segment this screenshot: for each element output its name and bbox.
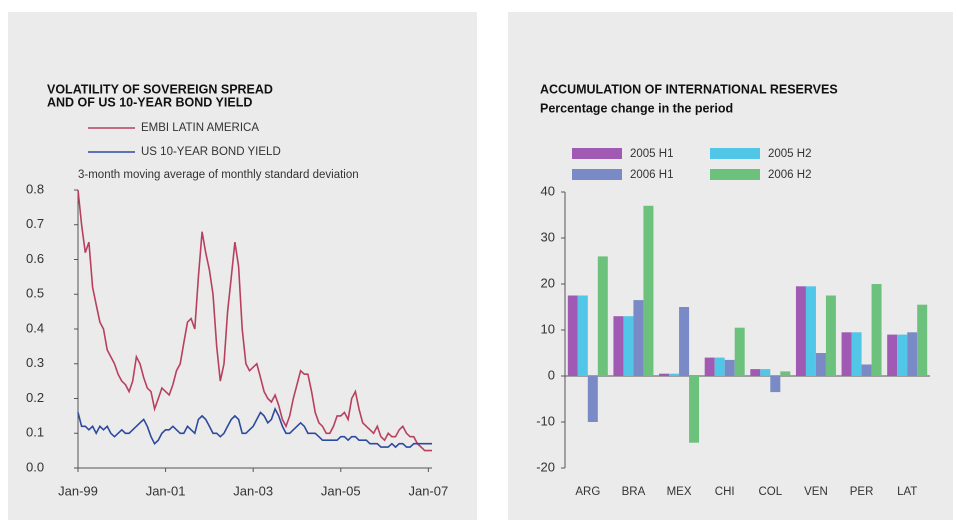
y-tick-label: 40 bbox=[541, 183, 555, 198]
y-tick-label: 0.5 bbox=[26, 286, 44, 301]
bar bbox=[679, 307, 690, 376]
bar bbox=[597, 256, 608, 376]
legend-swatch bbox=[572, 148, 622, 159]
x-tick-label: Jan-01 bbox=[146, 483, 186, 498]
bar bbox=[897, 334, 908, 376]
legend-swatch bbox=[710, 169, 760, 180]
x-tick-label: COL bbox=[758, 486, 782, 498]
x-tick-label: BRA bbox=[622, 486, 646, 498]
bar bbox=[780, 371, 791, 376]
bar bbox=[613, 316, 624, 376]
legend-swatch bbox=[572, 169, 622, 180]
x-tick-label: LAT bbox=[897, 486, 917, 498]
bar bbox=[633, 300, 644, 376]
bar bbox=[815, 353, 826, 376]
bar bbox=[805, 286, 816, 376]
y-tick-label: 10 bbox=[541, 321, 555, 336]
bar bbox=[567, 295, 578, 376]
y-tick-label: -20 bbox=[536, 459, 555, 474]
chart-title: VOLATILITY OF SOVEREIGN SPREAD bbox=[47, 82, 273, 96]
legend-swatch bbox=[710, 148, 760, 159]
bar bbox=[851, 332, 862, 376]
x-tick-label: CHI bbox=[715, 486, 735, 498]
legend-label: 2005 H2 bbox=[768, 148, 811, 160]
bar bbox=[623, 316, 634, 376]
bar bbox=[750, 369, 761, 376]
y-tick-label: 0.7 bbox=[26, 216, 44, 231]
bar bbox=[689, 376, 700, 443]
legend-label: 2006 H1 bbox=[630, 169, 673, 181]
x-tick-label: PER bbox=[850, 486, 874, 498]
x-tick-label: Jan-05 bbox=[321, 483, 361, 498]
bar bbox=[871, 284, 882, 376]
chart-subtitle: Percentage change in the period bbox=[540, 101, 733, 115]
chart-title: ACCUMULATION OF INTERNATIONAL RESERVES bbox=[540, 82, 838, 96]
y-tick-label: 20 bbox=[541, 275, 555, 290]
line-series bbox=[77, 189, 432, 452]
x-tick-label: VEN bbox=[804, 486, 828, 498]
x-tick-label: ARG bbox=[575, 486, 600, 498]
chart-title: AND OF US 10-YEAR BOND YIELD bbox=[47, 95, 252, 109]
bar bbox=[714, 357, 725, 376]
line-series bbox=[77, 406, 432, 449]
y-tick-label: 0.6 bbox=[26, 251, 44, 266]
bar bbox=[907, 332, 918, 376]
y-tick-label: -10 bbox=[536, 413, 555, 428]
x-tick-label: Jan-07 bbox=[408, 483, 448, 498]
y-tick-label: 0.8 bbox=[26, 181, 44, 196]
bar bbox=[795, 286, 806, 376]
y-tick-label: 0.4 bbox=[26, 320, 44, 335]
bar bbox=[669, 373, 680, 376]
panel bbox=[508, 12, 953, 520]
bar bbox=[577, 295, 588, 376]
bar bbox=[734, 327, 745, 376]
bar bbox=[887, 334, 898, 376]
panel bbox=[8, 12, 477, 520]
y-tick-label: 0.2 bbox=[26, 390, 44, 405]
bar bbox=[643, 205, 654, 376]
bar bbox=[760, 369, 771, 376]
bar bbox=[587, 376, 598, 422]
bar bbox=[861, 364, 872, 376]
bar bbox=[825, 295, 836, 376]
bar bbox=[917, 304, 928, 376]
legend-label: US 10-YEAR BOND YIELD bbox=[141, 146, 281, 158]
y-tick-label: 30 bbox=[541, 229, 555, 244]
legend-label: 2006 H2 bbox=[768, 169, 811, 181]
y-tick-label: 0.1 bbox=[26, 425, 44, 440]
y-tick-label: 0 bbox=[548, 367, 555, 382]
legend-label: 2005 H1 bbox=[630, 148, 673, 160]
y-tick-label: 0.0 bbox=[26, 459, 44, 474]
bar bbox=[841, 332, 852, 376]
x-tick-label: MEX bbox=[667, 486, 692, 498]
annotation: 3-month moving average of monthly standa… bbox=[78, 169, 359, 181]
bar bbox=[770, 376, 781, 393]
x-tick-label: Jan-99 bbox=[58, 483, 98, 498]
y-tick-label: 0.3 bbox=[26, 355, 44, 370]
bar bbox=[704, 357, 715, 376]
bar bbox=[659, 373, 670, 376]
bar bbox=[724, 359, 735, 376]
x-tick-label: Jan-03 bbox=[233, 483, 273, 498]
legend-label: EMBI LATIN AMERICA bbox=[141, 122, 259, 134]
